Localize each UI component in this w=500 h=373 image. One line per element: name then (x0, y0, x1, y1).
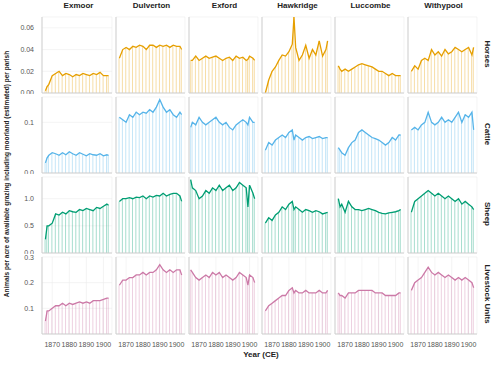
html-text:Exmoor: Exmoor (63, 1, 94, 10)
html-text:Sheep: Sheep (482, 202, 492, 226)
svg-text:1890: 1890 (371, 341, 387, 348)
html-text:Cattle: Cattle (482, 122, 492, 146)
svg-text:1870: 1870 (410, 341, 426, 348)
svg-text:0.0: 0.0 (24, 169, 34, 174)
svg-text:0.06: 0.06 (20, 24, 34, 31)
svg-text:1900: 1900 (461, 341, 477, 348)
svg-text:1870: 1870 (191, 341, 207, 348)
svg-text:1900: 1900 (242, 341, 258, 348)
svg-text:0.2: 0.2 (24, 279, 34, 286)
html-text:Dulverton: Dulverton (132, 1, 171, 10)
svg-text:1880: 1880 (281, 341, 297, 348)
svg-text:0.00: 0.00 (20, 89, 34, 94)
svg-text:0.02: 0.02 (20, 68, 34, 75)
html-text:Exford: Exford (211, 1, 238, 10)
svg-text:1890: 1890 (444, 341, 460, 348)
svg-text:1880: 1880 (135, 341, 151, 348)
svg-text:1900: 1900 (388, 341, 404, 348)
html-text:Hawkridge: Hawkridge (277, 1, 318, 10)
svg-text:1.0: 1.0 (24, 195, 34, 202)
html-text:Withypool: Withypool (424, 1, 463, 10)
svg-text:1890: 1890 (298, 341, 314, 348)
svg-text:1900: 1900 (96, 341, 112, 348)
svg-text:1890: 1890 (79, 341, 95, 348)
html-text:Livestock Units: Livestock Units (482, 264, 492, 324)
svg-text:0.1: 0.1 (24, 305, 34, 312)
svg-text:1880: 1880 (208, 341, 224, 348)
html-text:Year (CE): Year (CE) (243, 350, 279, 359)
svg-text:1870: 1870 (337, 341, 353, 348)
html-text:Horses: Horses (482, 40, 492, 68)
svg-text:1880: 1880 (62, 341, 78, 348)
svg-text:0.1: 0.1 (24, 119, 34, 126)
svg-text:1890: 1890 (152, 341, 168, 348)
svg-text:0.3: 0.3 (24, 254, 34, 260)
svg-text:0.04: 0.04 (20, 46, 34, 53)
svg-text:1900: 1900 (169, 341, 185, 348)
svg-text:1870: 1870 (44, 341, 60, 348)
svg-text:0.5: 0.5 (24, 222, 34, 229)
html-text:Animals per acre of available: Animals per acre of available grazing in… (2, 50, 10, 298)
svg-text:1880: 1880 (354, 341, 370, 348)
svg-text:1890: 1890 (225, 341, 241, 348)
svg-text:1870: 1870 (118, 341, 134, 348)
html-text:Luccombe: Luccombe (350, 1, 391, 10)
svg-text:1870: 1870 (264, 341, 280, 348)
svg-text:1900: 1900 (315, 341, 331, 348)
svg-text:1880: 1880 (427, 341, 443, 348)
